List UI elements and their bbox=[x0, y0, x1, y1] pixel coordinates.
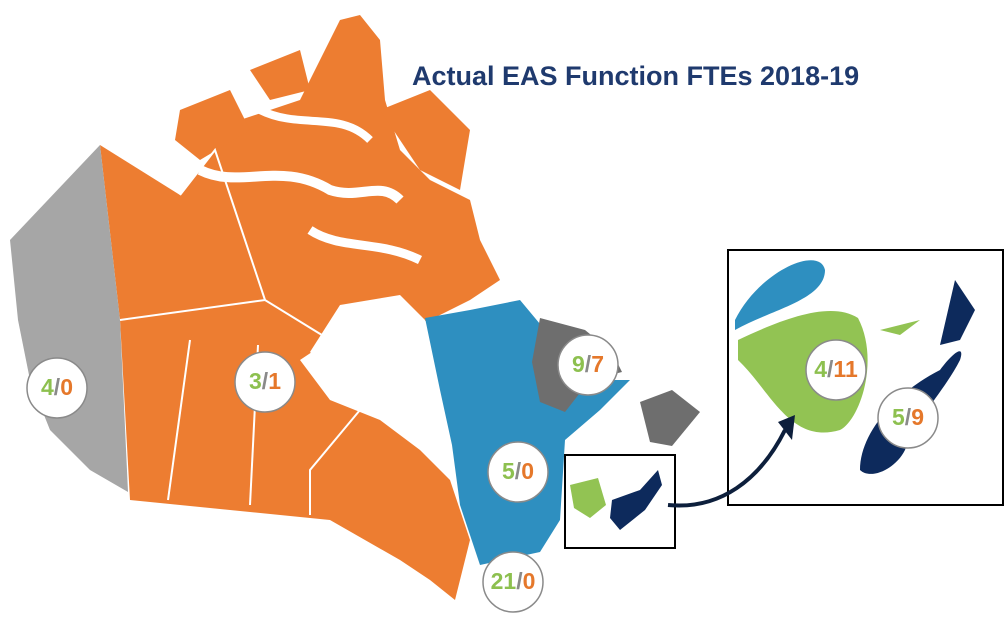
separator: / bbox=[516, 568, 523, 594]
badge: 21/0 bbox=[482, 551, 544, 613]
separator: / bbox=[827, 356, 834, 382]
separator: / bbox=[905, 404, 912, 430]
inset-frame-small bbox=[564, 454, 676, 549]
channel bbox=[258, 106, 373, 143]
province-border bbox=[179, 147, 266, 301]
first-value: 3 bbox=[249, 368, 262, 394]
separator: / bbox=[262, 368, 269, 394]
channel bbox=[307, 226, 423, 265]
badge-circle bbox=[877, 387, 939, 449]
first-value: 21 bbox=[491, 568, 517, 594]
badge-circle bbox=[805, 339, 867, 401]
map-shapes bbox=[10, 15, 1004, 600]
first-value: 4 bbox=[814, 356, 827, 382]
badge-text: 4/11 bbox=[814, 356, 858, 382]
second-value: 9 bbox=[911, 404, 924, 430]
second-value: 1 bbox=[268, 368, 281, 394]
island-gray bbox=[640, 390, 700, 446]
badge-text: 3/1 bbox=[249, 368, 281, 394]
inset-blue bbox=[735, 260, 825, 330]
province-border bbox=[309, 409, 361, 515]
separator: / bbox=[515, 458, 522, 484]
first-value: 5 bbox=[892, 404, 905, 430]
badges: 4/0 3/19/75/021/04/115/9 bbox=[26, 334, 939, 613]
province-border bbox=[167, 339, 191, 501]
badge: 3/1 bbox=[234, 351, 296, 413]
inset-green-island bbox=[880, 320, 920, 335]
first-value: 5 bbox=[502, 458, 515, 484]
channel bbox=[197, 165, 404, 204]
inset-navy-island bbox=[940, 280, 975, 345]
separator: / bbox=[585, 351, 592, 377]
second-value: 0 bbox=[523, 568, 536, 594]
arrow-head bbox=[778, 415, 795, 440]
second-value: 11 bbox=[833, 356, 858, 382]
badge: 4/0 bbox=[26, 357, 88, 419]
badge: 9/7 bbox=[557, 334, 619, 396]
arctic-island bbox=[380, 90, 470, 190]
separator: / bbox=[54, 374, 61, 400]
blue-region bbox=[425, 300, 630, 565]
badge-text: 5/0 bbox=[502, 458, 534, 484]
badge-circle bbox=[26, 357, 88, 419]
badge-text: 4/0 bbox=[41, 374, 73, 400]
first-value: 4 bbox=[41, 374, 54, 400]
arrow bbox=[667, 429, 787, 508]
orange-region bbox=[100, 15, 500, 600]
second-value: 7 bbox=[591, 351, 604, 377]
title: Actual EAS Function FTEs 2018-19 bbox=[412, 61, 859, 91]
hudson-bay bbox=[310, 295, 440, 425]
badge-text: 21/0 bbox=[491, 568, 536, 594]
badge-circle bbox=[487, 441, 549, 503]
navy-region bbox=[610, 470, 662, 530]
badge-text: 5/9 bbox=[892, 404, 924, 430]
second-value: 0 bbox=[521, 458, 534, 484]
badge: 4/11 bbox=[805, 339, 867, 401]
second-value: 0 bbox=[60, 374, 73, 400]
green-region bbox=[570, 478, 606, 518]
badge-circle bbox=[234, 351, 296, 413]
badge-circle bbox=[557, 334, 619, 396]
first-value: 9 bbox=[572, 351, 585, 377]
badge-text: 9/7 bbox=[572, 351, 604, 377]
badge: 5/0 bbox=[487, 441, 549, 503]
badge: 5/9 bbox=[877, 387, 939, 449]
arctic-island bbox=[175, 90, 250, 160]
arctic-island bbox=[250, 50, 310, 100]
badge-circle bbox=[482, 551, 544, 613]
gray-region-west bbox=[10, 145, 128, 492]
